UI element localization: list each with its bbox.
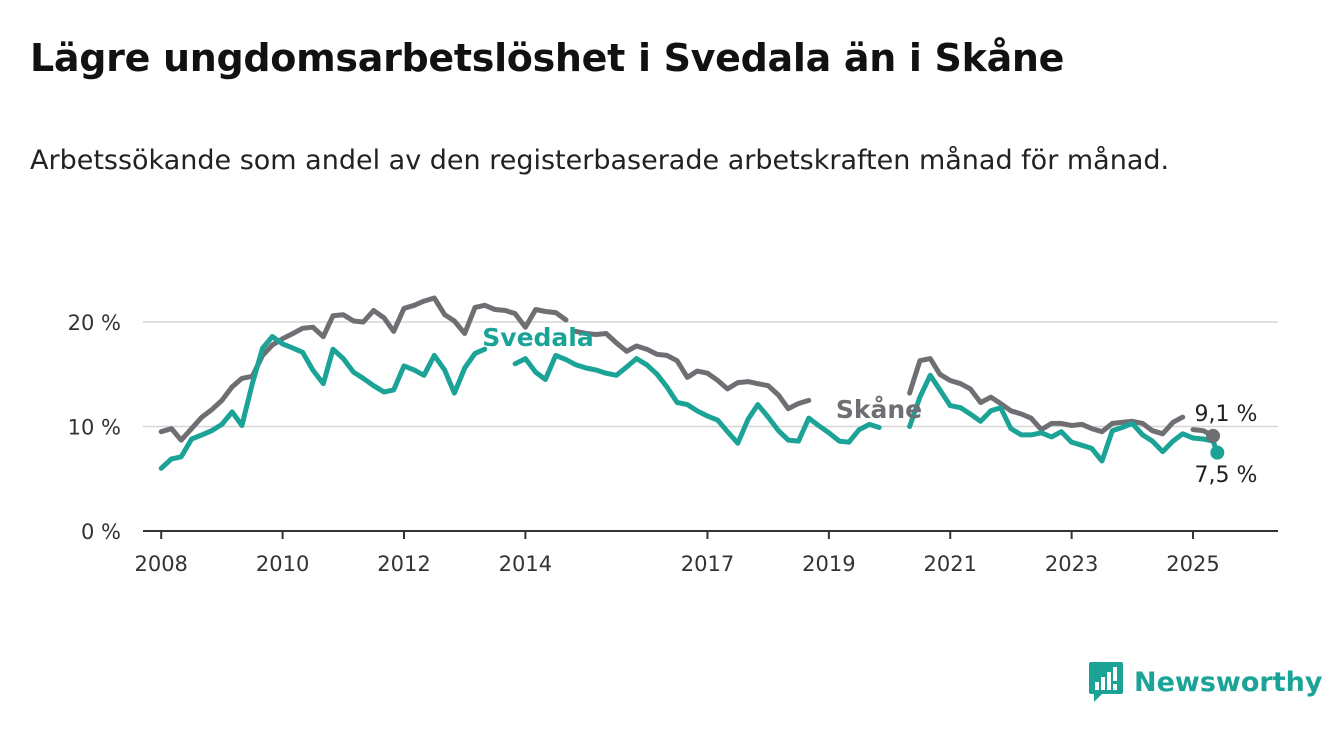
series-line-skåne: [158, 295, 569, 443]
bar-chart-icon: [1089, 662, 1123, 702]
end-label-skane: 9,1 %: [1195, 402, 1258, 427]
chart-title: Lägre ungdomsarbetslöshet i Svedala än i…: [30, 36, 1065, 80]
series-line-svedala: [907, 372, 1220, 464]
chart-subtitle: Arbetssökande som andel av den registerb…: [30, 145, 1170, 176]
y-tick-label: 10 %: [68, 416, 121, 440]
end-label-svedala: 7,5 %: [1195, 463, 1258, 488]
x-tick-label: 2014: [499, 552, 552, 576]
brand-name: Newsworthy: [1134, 666, 1323, 698]
series-label-skane: Skåne: [836, 395, 922, 424]
end-marker-skane: [1206, 428, 1221, 443]
series-labels: 9,1 % 7,5 % Skåne Svedala: [482, 323, 1257, 488]
x-tick-label: 2023: [1045, 552, 1098, 576]
x-tick-label: 2019: [802, 552, 855, 576]
end-marker-svedala: [1210, 445, 1225, 460]
series-label-svedala: Svedala: [482, 323, 593, 352]
x-tick-label: 2025: [1166, 552, 1219, 576]
x-tick-label: 2008: [134, 552, 187, 576]
y-axis-ticks: 0 % 10 % 20 %: [68, 311, 121, 544]
series-lines: [158, 295, 1220, 471]
y-tick-label: 0 %: [81, 520, 121, 544]
series-line-skåne: [907, 356, 1186, 437]
series-line-svedala: [158, 334, 488, 471]
x-tick-label: 2012: [377, 552, 430, 576]
brand-logo: Newsworthy: [1088, 660, 1322, 704]
x-axis-ticks: 2008 2010 2012 2014 2017 2019 2021 2023 2025: [134, 531, 1220, 576]
y-tick-label: 20 %: [68, 311, 121, 335]
series-line-skåne: [573, 328, 812, 412]
series-line-svedala: [512, 352, 882, 446]
x-tick-label: 2017: [681, 552, 734, 576]
x-tick-label: 2021: [924, 552, 977, 576]
x-tick-label: 2010: [256, 552, 309, 576]
